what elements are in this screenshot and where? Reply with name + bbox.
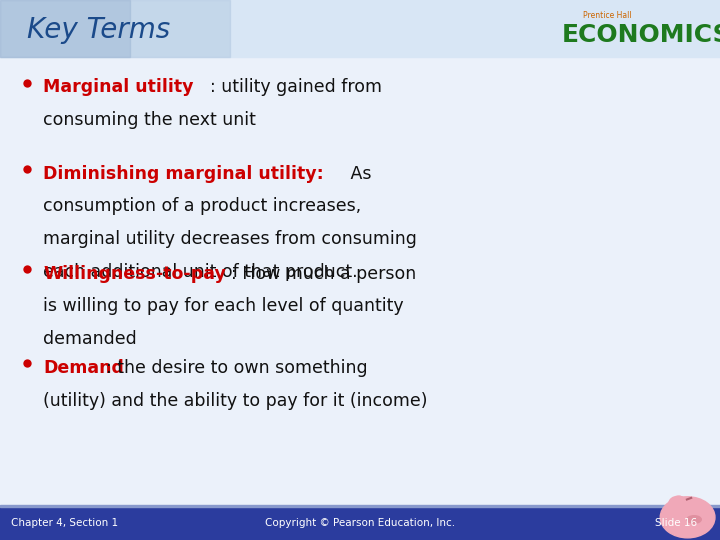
Text: Chapter 4, Section 1: Chapter 4, Section 1 xyxy=(11,518,118,528)
Text: Willingness-to-pay: Willingness-to-pay xyxy=(43,265,226,282)
Text: Slide 16: Slide 16 xyxy=(655,518,698,528)
Text: is willing to pay for each level of quantity: is willing to pay for each level of quan… xyxy=(43,297,404,315)
Text: each additional unit of that product.: each additional unit of that product. xyxy=(43,262,358,281)
Bar xyxy=(0,505,720,507)
Bar xyxy=(0,0,130,57)
Text: Key Terms: Key Terms xyxy=(27,16,171,44)
Text: Prentice Hall: Prentice Hall xyxy=(583,11,632,19)
Text: (utility) and the ability to pay for it (income): (utility) and the ability to pay for it … xyxy=(43,392,428,410)
Text: consuming the next unit: consuming the next unit xyxy=(43,111,256,129)
Text: demanded: demanded xyxy=(43,330,137,348)
Circle shape xyxy=(660,497,715,538)
Text: marginal utility decreases from consuming: marginal utility decreases from consumin… xyxy=(43,230,417,248)
Text: : the desire to own something: : the desire to own something xyxy=(106,359,367,377)
Text: As: As xyxy=(346,165,372,183)
Bar xyxy=(0,507,720,540)
Text: Demand: Demand xyxy=(43,359,124,377)
Ellipse shape xyxy=(687,516,701,523)
Bar xyxy=(0,0,720,57)
Text: consumption of a product increases,: consumption of a product increases, xyxy=(43,197,361,215)
Text: Diminishing marginal utility:: Diminishing marginal utility: xyxy=(43,165,324,183)
Text: : utility gained from: : utility gained from xyxy=(210,78,382,96)
Text: Marginal utility: Marginal utility xyxy=(43,78,194,96)
Text: Copyright © Pearson Education, Inc.: Copyright © Pearson Education, Inc. xyxy=(265,518,455,528)
Circle shape xyxy=(669,496,688,510)
Ellipse shape xyxy=(673,496,685,506)
Text: : How much a person: : How much a person xyxy=(230,265,416,282)
Bar xyxy=(0,0,230,57)
Text: ECONOMICS: ECONOMICS xyxy=(562,23,720,47)
